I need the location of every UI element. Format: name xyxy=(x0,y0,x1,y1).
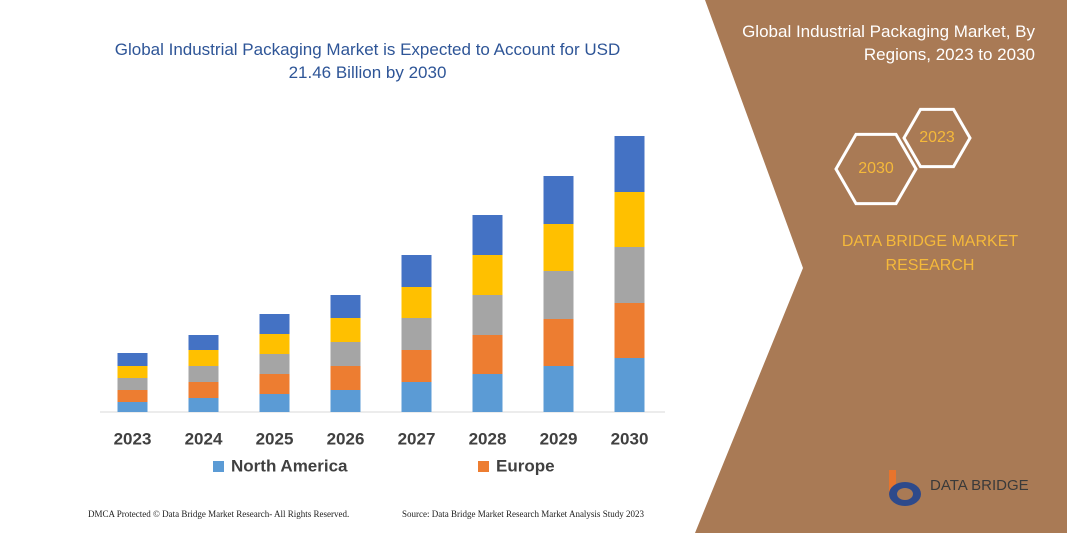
logo-text: DATA BRIDGE xyxy=(930,477,1029,494)
bar-segment xyxy=(614,358,645,412)
bar-segment xyxy=(401,350,432,382)
bar-segment xyxy=(472,335,503,374)
bar-segment xyxy=(117,402,148,412)
x-tick-label: 2023 xyxy=(114,429,152,448)
chart-title: Global Industrial Packaging Market is Ex… xyxy=(114,40,621,82)
bar-segment xyxy=(330,295,361,318)
bar-segment xyxy=(330,318,361,342)
bar-segment xyxy=(614,303,645,358)
footer-right: Source: Data Bridge Market Research Mark… xyxy=(402,509,644,519)
bar-segment xyxy=(188,350,219,366)
bar-segment xyxy=(188,382,219,398)
hexagon xyxy=(834,132,918,206)
bar-segment xyxy=(259,314,290,334)
hexagon-label: 2030 xyxy=(858,160,894,177)
legend-swatch xyxy=(478,461,489,472)
legend-swatch xyxy=(213,461,224,472)
bar-segment xyxy=(614,247,645,303)
bar-segment xyxy=(117,390,148,402)
brand: DATA BRIDGE MARKET RESEARCH xyxy=(841,233,1019,274)
bar-segment xyxy=(330,342,361,366)
bar-segment xyxy=(117,378,148,390)
legend-label: North America xyxy=(231,456,348,475)
bar-segment xyxy=(188,398,219,412)
bar-segment xyxy=(472,374,503,412)
bar-segment xyxy=(543,366,574,412)
logo-icon xyxy=(889,470,921,506)
legend-label: Europe xyxy=(496,456,555,475)
bar-segment xyxy=(543,176,574,224)
bar-segment xyxy=(614,192,645,247)
bar-segment xyxy=(330,390,361,412)
bar-segment xyxy=(614,136,645,192)
x-tick-label: 2024 xyxy=(185,429,223,448)
bar-segment xyxy=(188,335,219,350)
x-tick-label: 2026 xyxy=(327,429,365,448)
side-panel-bg xyxy=(695,0,1067,533)
x-tick-label: 2029 xyxy=(540,429,578,448)
bar-segment xyxy=(259,394,290,412)
bar-segment xyxy=(472,255,503,295)
bar-segment xyxy=(401,318,432,350)
bar-segment xyxy=(259,334,290,354)
bar-segment xyxy=(401,287,432,318)
side-title: Global Industrial Packaging Market, By R… xyxy=(742,22,1035,64)
bar-segment xyxy=(259,374,290,394)
bar-segment xyxy=(117,353,148,366)
bar-segment xyxy=(401,255,432,287)
bar-segment xyxy=(259,354,290,374)
x-tick-label: 2030 xyxy=(611,429,649,448)
hexagon xyxy=(902,107,972,169)
bar-segment xyxy=(188,366,219,382)
footer-left: DMCA Protected © Data Bridge Market Rese… xyxy=(88,509,350,519)
bar-segment xyxy=(543,271,574,319)
x-tick-label: 2025 xyxy=(256,429,294,448)
bar-segment xyxy=(330,366,361,390)
bar-segment xyxy=(472,295,503,335)
bar-segment xyxy=(472,215,503,255)
bar-segment xyxy=(117,366,148,378)
bar-segment xyxy=(543,224,574,271)
hexagon-label: 2023 xyxy=(919,129,955,146)
bar-segment xyxy=(543,319,574,366)
bar-segment xyxy=(401,382,432,412)
x-tick-label: 2028 xyxy=(469,429,507,448)
x-tick-label: 2027 xyxy=(398,429,436,448)
